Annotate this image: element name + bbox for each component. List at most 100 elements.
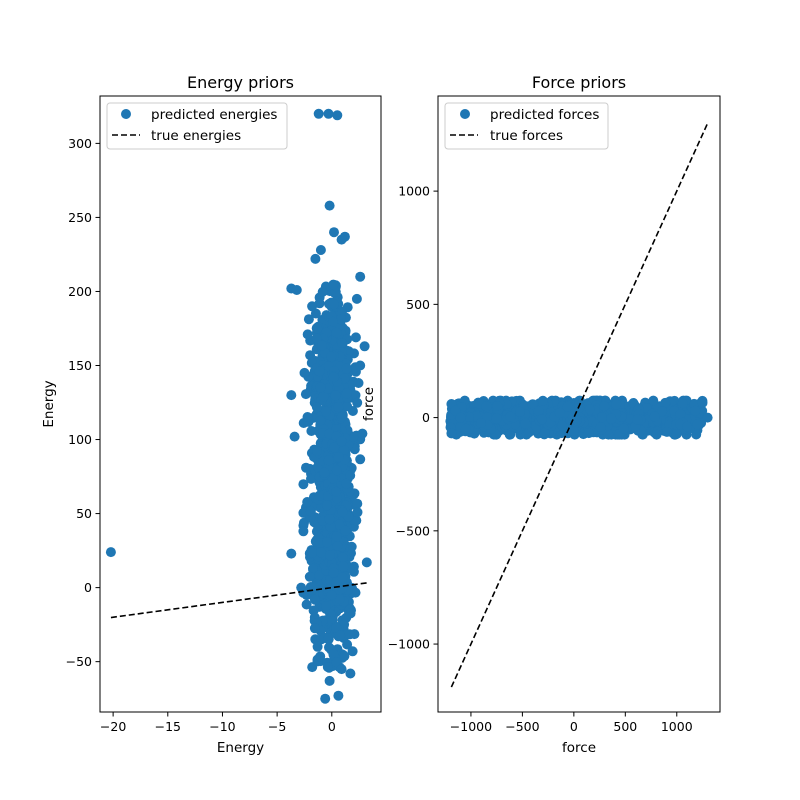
energy-legend: predicted energies true energies [106,102,288,150]
energy-point [344,629,355,640]
energy-point [318,391,329,402]
energy-point [308,563,318,574]
force-point [584,404,595,415]
energy-x-tick-label: −10 [209,719,235,734]
force-y-tick-label: −1000 [388,637,430,652]
energy-point [324,514,335,525]
energy-y-tick-label: 50 [76,506,92,521]
energy-point [298,526,309,537]
energy-point [355,454,366,465]
force-point [536,414,547,425]
energy-point [331,623,342,634]
energy-point [351,515,362,526]
energy-point [317,286,328,297]
energy-y-tick-label: 150 [68,358,92,373]
energy-point [352,397,363,408]
energy-x-tick-label: −20 [100,719,126,734]
energy-point [337,552,348,563]
energy-point [336,664,347,675]
energy-point [328,279,339,290]
energy-point [355,360,366,371]
energy-point [302,329,313,340]
energy-point [328,299,339,310]
force-point [649,411,660,422]
energy-point [329,442,340,453]
energy-point [355,271,366,282]
force-legend-marker [460,109,470,119]
force-point [520,418,531,429]
force-point [675,409,686,419]
energy-point [324,675,335,686]
energy-point [335,630,346,641]
energy-point [333,690,344,701]
energy-point [315,651,326,662]
force-point [595,422,606,432]
force-point [481,401,492,412]
energy-point [313,108,324,119]
force-y-tick-label: −500 [396,523,430,538]
force-point [692,419,703,430]
energy-point [322,537,332,548]
energy-point [314,298,325,309]
energy-point [345,470,356,481]
energy-point [301,599,312,610]
energy-point [337,338,348,348]
force-point [492,401,503,411]
energy-point [347,646,358,657]
energy-y-tick-label: 0 [84,580,92,595]
force-point [690,405,701,416]
energy-true-line [110,582,367,619]
energy-point [357,428,368,439]
energy-point [336,411,347,422]
energy-point [331,465,342,476]
energy-point [317,340,327,351]
energy-point [326,590,337,600]
energy-point [322,500,333,511]
energy-point [306,473,316,484]
force-true-line [450,122,709,688]
energy-point [320,406,331,417]
force-point [660,397,671,408]
force-point [501,399,512,410]
energy-point [305,506,316,517]
energy-y-ticks: −50 0 50 100 150 200 250 300 [66,136,100,669]
force-point [657,406,668,417]
force-y-axis-label: force [361,387,377,421]
energy-point [350,587,361,598]
energy-point [345,668,356,679]
energy-point [327,473,338,484]
energy-point [312,641,323,652]
force-point [505,411,516,422]
energy-point [315,245,326,255]
force-point [446,428,457,439]
energy-point [341,388,352,399]
energy-point [311,402,322,413]
force-point [533,405,544,416]
energy-legend-marker [121,109,131,119]
force-point [523,427,534,438]
energy-legend-box [106,102,288,150]
force-point [554,407,565,418]
energy-point [328,649,339,660]
energy-point [325,550,335,561]
force-point [671,429,682,439]
force-point [504,429,515,440]
energy-point [303,314,314,325]
energy-point [302,497,313,507]
energy-point [331,327,342,338]
energy-point [316,547,326,558]
energy-point [330,390,341,401]
force-point [624,414,635,424]
force-point [574,403,585,413]
energy-x-tick-label: −15 [155,719,181,734]
force-x-tick-label: −1000 [450,719,492,734]
energy-y-tick-label: 200 [68,284,92,299]
force-legend-predicted: predicted forces [490,107,599,123]
energy-x-tick-label: 0 [328,719,336,734]
energy-point [298,479,309,490]
force-point [661,426,672,437]
energy-point [329,227,339,238]
energy-point [352,498,363,509]
energy-point [289,431,300,442]
force-y-tick-label: 1000 [398,184,430,199]
